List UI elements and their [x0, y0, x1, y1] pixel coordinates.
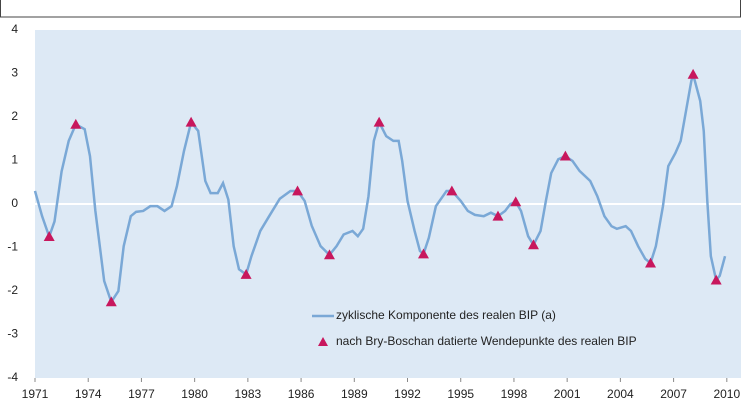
x-tick-label: 1992 [394, 387, 421, 401]
turning-point [417, 248, 429, 259]
y-tick-label: 1 [11, 153, 18, 167]
x-tick-label: 1989 [341, 387, 368, 401]
x-tick-label: 1986 [288, 387, 315, 401]
turning-point [527, 239, 539, 250]
x-tick-label: 1995 [447, 387, 474, 401]
x-tick-label: 1980 [181, 387, 208, 401]
y-tick-label: 2 [11, 109, 18, 123]
turning-point [446, 185, 458, 196]
legend-symbol [318, 337, 328, 346]
x-tick-label: 2004 [607, 387, 634, 401]
y-tick-label: 0 [11, 196, 18, 210]
x-tick-label: 1983 [235, 387, 262, 401]
series-line [33, 69, 727, 305]
turning-point [492, 210, 504, 221]
x-tick-label: 1971 [22, 387, 49, 401]
turning-point [559, 150, 571, 161]
turning-point [510, 196, 522, 207]
x-tick-label: 1977 [128, 387, 155, 401]
x-tick-label: 1974 [75, 387, 102, 401]
turning-point [645, 257, 657, 268]
turning-point [323, 249, 335, 260]
turning-point [687, 68, 699, 79]
turning-point [373, 116, 385, 127]
title-frame [0, 0, 741, 18]
legend-label: nach Bry-Boschan datierte Wendepunkte de… [336, 334, 637, 348]
y-tick-label: -3 [7, 327, 18, 341]
y-tick-label: -4 [7, 370, 18, 384]
turning-point [185, 116, 197, 127]
turning-point [240, 268, 252, 279]
y-tick-label: 3 [11, 66, 18, 80]
turning-point [292, 185, 304, 196]
turning-point [710, 274, 722, 285]
x-tick-label: 1998 [501, 387, 528, 401]
turning-point [105, 296, 117, 307]
x-tick-label: 2007 [660, 387, 687, 401]
x-tick-label: 2010 [713, 387, 740, 401]
turning-point [70, 118, 82, 129]
x-tick-label: 2001 [554, 387, 581, 401]
y-tick-label: 4 [11, 22, 18, 36]
y-tick-label: -1 [7, 240, 18, 254]
legend-label: zyklische Komponente des realen BIP (a) [336, 308, 556, 322]
turning-point [43, 231, 55, 242]
y-tick-label: -2 [7, 283, 18, 297]
